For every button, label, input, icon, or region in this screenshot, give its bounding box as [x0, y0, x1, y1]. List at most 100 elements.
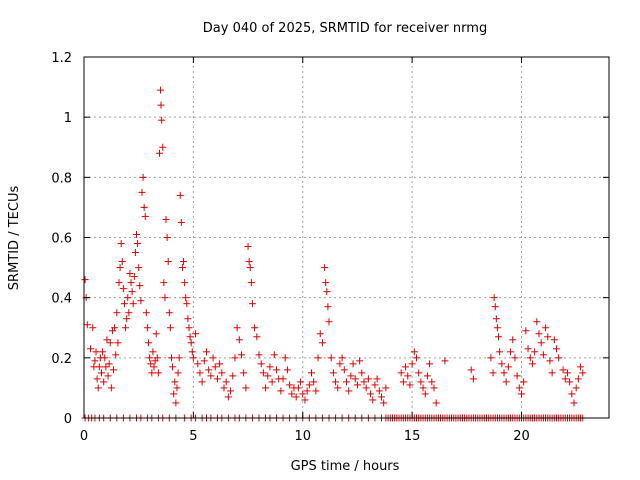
data-point: [152, 330, 160, 338]
data-point: [559, 366, 567, 374]
data-point: [185, 324, 193, 332]
data-point: [174, 369, 182, 377]
data-point: [504, 363, 512, 371]
data-point: [299, 390, 307, 398]
x-axis-label: GPS time / hours: [291, 459, 400, 474]
data-point: [100, 378, 108, 386]
data-point: [399, 378, 407, 386]
data-point: [253, 333, 261, 341]
data-point: [93, 375, 101, 383]
data-point: [533, 318, 541, 326]
data-point: [279, 375, 287, 383]
data-point: [227, 387, 235, 395]
data-point: [288, 390, 296, 398]
data-point: [301, 396, 309, 404]
data-point: [343, 378, 350, 386]
data-point: [356, 357, 364, 365]
data-point: [105, 360, 113, 368]
data-point: [101, 354, 109, 362]
data-point: [162, 215, 170, 223]
data-point: [87, 345, 95, 353]
data-point: [555, 354, 563, 362]
data-point: [209, 354, 217, 362]
data-point: [498, 360, 506, 368]
data-point: [322, 279, 330, 287]
y-tick-label: 1.2: [51, 51, 72, 66]
data-point: [181, 279, 189, 287]
data-point: [487, 354, 495, 362]
y-tick-label: 0.6: [51, 232, 72, 247]
data-point: [511, 354, 519, 362]
data-point: [150, 363, 158, 371]
data-point: [500, 369, 508, 377]
x-tick-label: 20: [513, 429, 530, 444]
data-point: [113, 309, 121, 317]
data-point: [413, 354, 420, 362]
data-point: [323, 288, 331, 296]
data-point: [95, 363, 103, 371]
data-point: [518, 390, 525, 398]
data-point: [196, 369, 204, 377]
data-point: [229, 372, 237, 380]
data-point: [262, 384, 270, 392]
data-point: [124, 294, 132, 302]
data-point: [130, 273, 138, 281]
data-point: [125, 309, 133, 317]
data-point: [116, 264, 124, 272]
data-point: [147, 360, 155, 368]
data-point: [353, 381, 361, 389]
data-point: [248, 300, 256, 308]
data-point: [308, 369, 315, 377]
data-point: [349, 360, 357, 368]
data-point: [522, 327, 530, 335]
data-point: [364, 375, 372, 383]
data-point: [303, 387, 311, 395]
data-point: [247, 279, 255, 287]
data-point: [112, 351, 120, 359]
data-point: [184, 315, 192, 323]
data-point: [161, 294, 169, 302]
data-point: [563, 369, 571, 377]
data-point: [426, 360, 434, 368]
data-point: [118, 258, 126, 266]
y-tick-label: 0: [64, 412, 72, 427]
data-point: [415, 369, 423, 377]
data-point: [120, 300, 128, 308]
data-point: [579, 369, 587, 377]
data-point: [242, 384, 250, 392]
data-point: [165, 309, 173, 317]
data-point: [102, 363, 110, 371]
data-point: [136, 282, 144, 290]
data-point: [178, 264, 186, 272]
data-point: [283, 366, 291, 374]
data-point: [520, 378, 528, 386]
data-point: [382, 384, 390, 392]
data-point: [367, 390, 375, 398]
x-tick-label: 5: [189, 429, 197, 444]
data-point: [137, 297, 145, 305]
data-point: [495, 333, 503, 341]
data-point: [566, 378, 574, 386]
data-point: [572, 384, 580, 392]
data-point: [83, 321, 91, 329]
data-point: [362, 384, 370, 392]
data-point: [329, 369, 337, 377]
data-point: [421, 390, 429, 398]
data-point: [537, 339, 545, 347]
data-point: [281, 354, 289, 362]
data-point: [314, 354, 322, 362]
data-point: [157, 86, 165, 94]
data-point: [163, 234, 171, 241]
data-point: [240, 369, 248, 377]
data-point: [218, 369, 226, 377]
data-point: [305, 381, 313, 389]
data-point: [345, 387, 353, 395]
data-point: [286, 381, 294, 389]
data-point: [469, 375, 477, 383]
data-point: [273, 366, 280, 374]
data-point: [577, 363, 585, 371]
data-point: [173, 384, 181, 392]
data-point: [255, 351, 263, 359]
data-point: [294, 384, 302, 392]
data-point: [107, 384, 115, 392]
